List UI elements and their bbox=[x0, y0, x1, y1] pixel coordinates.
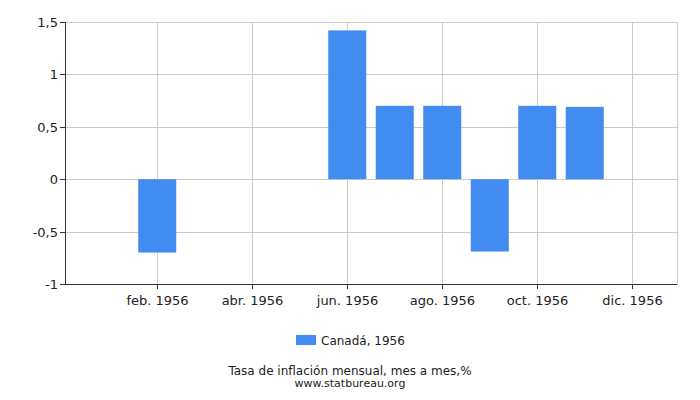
bar bbox=[423, 106, 461, 179]
bar bbox=[91, 179, 129, 180]
x-tick-label: oct. 1956 bbox=[507, 293, 569, 308]
bar bbox=[233, 179, 271, 180]
bars bbox=[138, 30, 604, 252]
x-tick-label: dic. 1956 bbox=[602, 293, 662, 308]
y-tick bbox=[60, 232, 65, 233]
y-tick bbox=[60, 284, 65, 285]
x-tick-label: jun. 1956 bbox=[316, 293, 378, 308]
y-grid-line bbox=[65, 284, 677, 285]
bar bbox=[186, 179, 224, 180]
y-tick-label: 0,5 bbox=[37, 120, 58, 135]
x-grid-line bbox=[252, 22, 253, 284]
y-tick-label: -1 bbox=[45, 277, 58, 292]
y-tick bbox=[60, 127, 65, 128]
title: Tasa de inflación mensual, mes a mes,% bbox=[227, 364, 471, 378]
y-tick bbox=[60, 22, 65, 23]
x-axis-line bbox=[65, 284, 677, 285]
y-tick bbox=[60, 179, 65, 180]
x-tick-label: feb. 1956 bbox=[126, 293, 188, 308]
chart: -1 -0,5 0 0,5 1 1,5 feb. 1956 abr. 1956 jun. 195… bbox=[0, 0, 700, 400]
subtitle: www.statbureau.org bbox=[295, 377, 406, 390]
x-tick-label: ago. 1956 bbox=[410, 293, 475, 308]
legend-swatch bbox=[296, 335, 316, 345]
x-tick-label: abr. 1956 bbox=[222, 293, 284, 308]
y-tick-label: -0,5 bbox=[33, 225, 58, 240]
y-tick-label: 1 bbox=[50, 67, 58, 82]
x-grid-line bbox=[632, 22, 633, 284]
y-axis-line bbox=[65, 22, 66, 284]
y-tick-label: 0 bbox=[50, 172, 58, 187]
bar bbox=[376, 106, 414, 179]
bar bbox=[281, 179, 319, 180]
bar bbox=[138, 179, 176, 252]
plot-frame bbox=[66, 23, 678, 285]
bar bbox=[471, 179, 509, 251]
bar bbox=[328, 30, 366, 179]
bar bbox=[613, 179, 651, 180]
legend-label: Canadá, 1956 bbox=[321, 334, 405, 348]
y-tick-label: 1,5 bbox=[37, 15, 58, 30]
y-grid-line bbox=[65, 74, 677, 75]
bar bbox=[518, 106, 556, 179]
bar bbox=[566, 107, 604, 179]
y-tick bbox=[60, 74, 65, 75]
